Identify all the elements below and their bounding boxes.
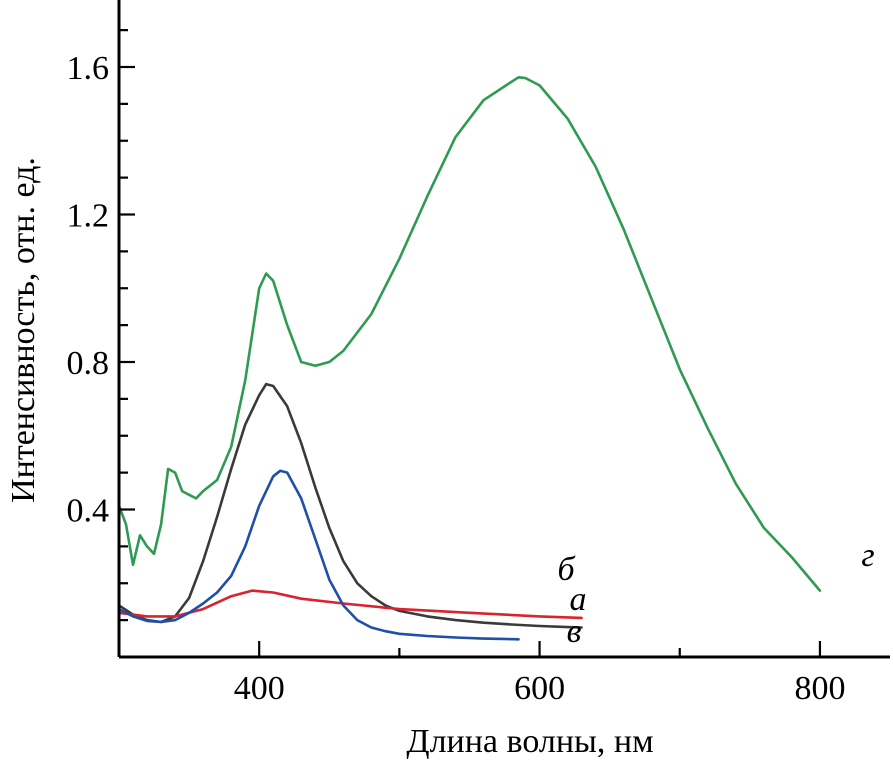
series-label-а: а: [570, 581, 587, 618]
y-tick-label: 1.2: [67, 198, 110, 235]
series-line-в: [117, 469, 520, 641]
y-tick-label: 1.6: [67, 50, 110, 87]
axes-layer: [117, 0, 890, 659]
y-axis-title: Интенсивность, отн. ед.: [5, 157, 42, 503]
series-label-б: б: [557, 551, 576, 588]
labels-layer: Длина волны, нм Интенсивность, отн. ед.: [5, 157, 654, 760]
series-layer: абв г: [117, 76, 875, 650]
series-label-г: г: [861, 537, 874, 574]
x-tick-label: 400: [234, 670, 285, 707]
x-tick-label: 600: [514, 670, 565, 707]
series-line-а: [117, 382, 583, 629]
series-line-б: [117, 589, 583, 620]
series-label-в: в: [567, 613, 582, 650]
x-tick-label: 800: [794, 670, 845, 707]
y-tick-label: 0.8: [67, 345, 110, 382]
x-axis-title: Длина волны, нм: [406, 723, 653, 760]
ticks-layer: 0.4 0.8 1.2 1.6 400 600 800: [67, 29, 845, 707]
y-tick-label: 0.4: [67, 493, 110, 530]
series-line-г: [117, 76, 822, 592]
